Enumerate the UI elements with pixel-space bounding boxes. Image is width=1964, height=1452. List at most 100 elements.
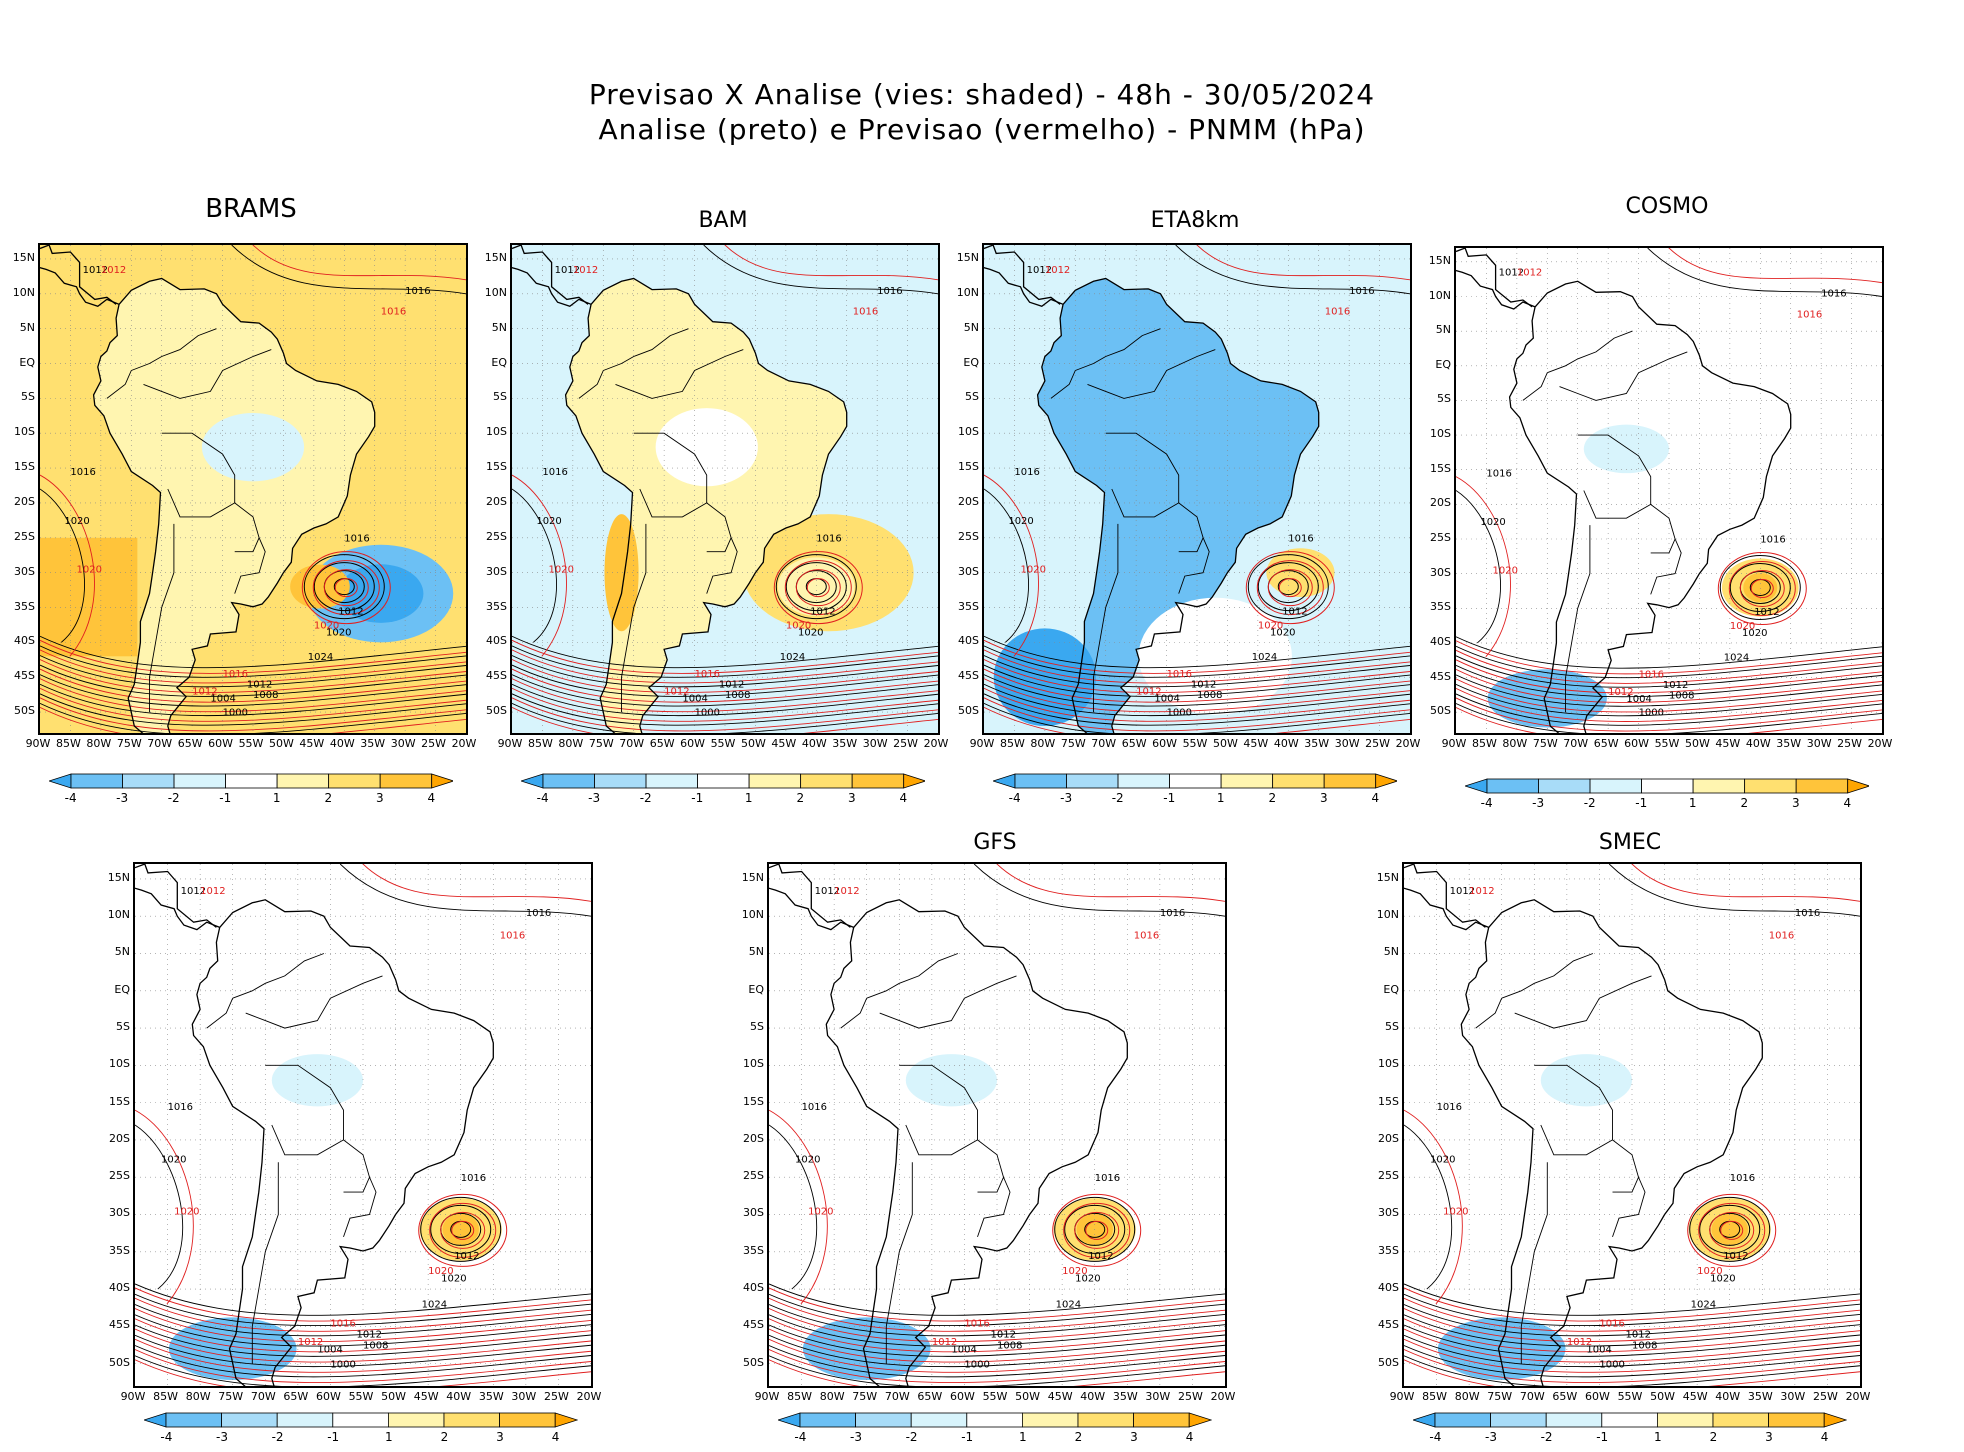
lon-label: 35W [360, 737, 386, 750]
bias-shade-neutral [1138, 597, 1292, 715]
isobar-forecast-south [769, 1308, 1225, 1342]
isobar-label-1004: 1004 [1154, 694, 1179, 705]
colorbar-label: 2 [1074, 1430, 1083, 1444]
colorbar-segment [1434, 1412, 1492, 1428]
lat-label: 5N [748, 945, 764, 959]
isobar-label-red-1020: 1020 [77, 565, 102, 576]
lon-label: 85W [527, 737, 553, 750]
colorbar-label: 4 [899, 791, 908, 805]
country-border [639, 488, 707, 518]
isobar-analysis-pacific [984, 488, 1029, 643]
country-border [1520, 1162, 1548, 1364]
isobar-label-1008: 1008 [1632, 1341, 1657, 1352]
isobar-analysis-south [984, 703, 1410, 733]
colorbar-label: -4 [1429, 1430, 1442, 1444]
isobar-label-1012: 1012 [181, 886, 206, 897]
lon-label: 80W [558, 737, 584, 750]
lon-label: 55W [1617, 1390, 1643, 1403]
isobar-forecast-low [1074, 1211, 1120, 1249]
lat-label: 10N [741, 908, 764, 922]
isobar-label-1016: 1016 [70, 467, 95, 478]
lon-label: 50W [1015, 1390, 1040, 1403]
lon-label: 30W [511, 1390, 537, 1403]
colorbar-label: 1 [1688, 796, 1697, 810]
isobar-label-1020: 1020 [1430, 1154, 1455, 1165]
lat-label: 20S [1378, 1131, 1399, 1145]
colorbar-svg [991, 773, 1399, 789]
isobar-label-red-1012: 1012 [200, 886, 225, 897]
coastline-central-america-pacific [135, 887, 220, 931]
colorbar-arrow-left [1412, 1412, 1436, 1428]
lat-label: 15N [1376, 870, 1399, 884]
map-smec: 1016 1012 1020 1024 1012 1008 1004 1000 1012 1016… [1402, 862, 1862, 1388]
lat-label: 10S [486, 425, 507, 439]
isobar-label-red-1012: 1012 [1517, 268, 1542, 279]
isobar-forecast-south [512, 687, 938, 722]
isobar-label-1012: 1012 [990, 1330, 1015, 1341]
isobar-analysis-south [40, 655, 466, 688]
isobar-label-1016: 1016 [1014, 467, 1039, 478]
isobar-forecast-south [769, 1287, 1225, 1322]
coastline-south-america [92, 277, 376, 733]
lat-label: 15S [14, 460, 35, 474]
lon-label: 90W [497, 737, 523, 750]
isobar-forecast-south [1456, 688, 1882, 722]
isobar-analysis-south [512, 693, 938, 726]
colorbar-svg [1463, 778, 1871, 794]
colorbar-segment [327, 773, 381, 789]
isobar-forecast-south [135, 1297, 591, 1332]
colorbar-label: -2 [167, 791, 180, 805]
isobar-analysis-south [769, 1324, 1225, 1357]
isobar-analysis-south [135, 1314, 591, 1347]
panel-title-smec: SMEC [1598, 830, 1662, 855]
lon-label: 90W [25, 737, 51, 750]
lat-label: 45S [743, 1318, 764, 1332]
colorbar-label: -3 [850, 1430, 862, 1444]
isobar-forecast-south [512, 659, 938, 694]
isobar-label-1016: 1016 [1486, 469, 1511, 480]
lat-label: 30S [743, 1206, 764, 1220]
isobar-label-1000: 1000 [964, 1359, 989, 1370]
isobar-label-red-1016: 1016 [1325, 307, 1350, 318]
colorbar-segment [966, 1412, 1024, 1428]
isobar-forecast-south [512, 649, 938, 684]
isobar-forecast-south [984, 668, 1410, 703]
isobar-label-1012: 1012 [454, 1251, 479, 1262]
isobar-analysis-south [512, 635, 938, 669]
isobar-analysis-south [135, 1334, 591, 1368]
colorbar-arrow-right [555, 1412, 579, 1428]
isobar-label-1016: 1016 [877, 286, 902, 297]
lon-label: 20W [1867, 737, 1893, 750]
isobar-label-red-1016: 1016 [500, 931, 525, 942]
colorbar-arrow-left [143, 1412, 167, 1428]
lon-label: 60W [1624, 737, 1649, 750]
isobar-label-red-1016: 1016 [381, 307, 406, 318]
isobar-label-1012: 1012 [1754, 607, 1779, 618]
isobar-forecast-low [1687, 1193, 1777, 1267]
lon-label: 30W [1780, 1390, 1806, 1403]
isobar-analysis-south [512, 703, 938, 733]
colorbar-label: -2 [1583, 796, 1596, 810]
country-border [1583, 490, 1651, 519]
isobar-analysis-south [984, 635, 1410, 669]
isobar-label-1008: 1008 [363, 1341, 388, 1352]
lat-label: 10N [956, 285, 979, 299]
lon-label: 90W [1441, 737, 1467, 750]
isobar-label-red-1020: 1020 [428, 1266, 453, 1277]
bias-shade-warm-low [1266, 548, 1335, 598]
isobar-forecast-south [512, 668, 938, 703]
lat-label: 30S [958, 564, 979, 578]
colorbar-label: -1 [1596, 1430, 1609, 1444]
colorbar-label: -2 [1540, 1430, 1553, 1444]
isobar-label-1000: 1000 [330, 1359, 355, 1370]
isobar-label-1024: 1024 [1252, 652, 1277, 663]
isobar-label-red-1020: 1020 [1443, 1206, 1468, 1217]
isobar-label-red-1012: 1012 [1045, 265, 1070, 276]
colorbar-label: 4 [427, 791, 436, 805]
lat-label: 10S [1430, 427, 1451, 441]
isobar-forecast-pacific [1456, 476, 1511, 658]
lat-label: 5S [116, 1020, 130, 1034]
lat-label: EQ [748, 982, 764, 996]
colorbar-segment [1323, 773, 1376, 789]
isobar-label-1016: 1016 [1160, 908, 1185, 919]
